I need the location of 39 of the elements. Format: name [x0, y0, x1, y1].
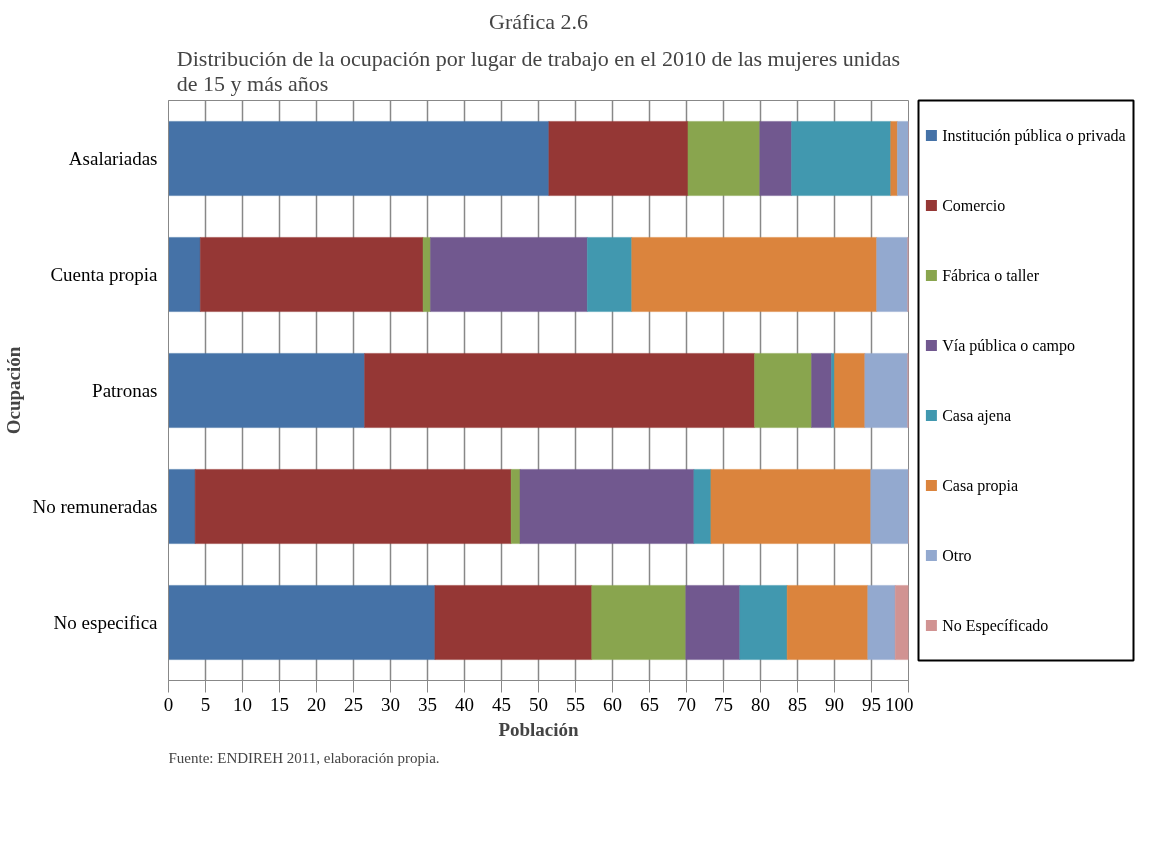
- legend-label: Comercio: [942, 197, 1006, 214]
- x-tick-label: 40: [455, 693, 474, 715]
- x-tick-label: 50: [529, 693, 548, 715]
- x-tick-label: 0: [163, 693, 174, 715]
- x-tick-label: 90: [825, 693, 844, 715]
- legend-label: Otro: [942, 547, 972, 564]
- y-tick-label: No especifica: [53, 612, 159, 633]
- y-tick-label: Patronas: [92, 380, 158, 401]
- x-tick-label: 100: [885, 693, 914, 715]
- chart-subtitle: Distribución de la ocupación por lugar de trabajo en el 2010 de las mujeres unidas de 15 y más años: [176, 45, 901, 96]
- y-tick-label: No remuneradas: [32, 496, 158, 517]
- x-tick-label: 80: [751, 693, 770, 715]
- x-tick-label: 65: [640, 693, 659, 715]
- x-tick-label: 5: [200, 693, 211, 715]
- y-axis-title: Ocupación: [3, 346, 25, 435]
- x-tick-label: 70: [677, 693, 696, 715]
- legend-label: Casa ajena: [942, 407, 1012, 425]
- x-tick-label: 55: [566, 693, 585, 715]
- x-tick-label: 35: [418, 693, 437, 715]
- x-tick-label: 20: [307, 693, 326, 715]
- y-tick-label: Asalariadas: [68, 148, 158, 169]
- source-note: Fuente: ENDIREH 2011, elaboración propia.: [168, 749, 440, 766]
- y-tick-label: Cuenta propia: [50, 264, 159, 285]
- x-tick-label: 15: [270, 693, 289, 715]
- x-tick-label: 45: [492, 693, 511, 715]
- x-axis-title: Población: [498, 718, 580, 740]
- x-tick-label: 85: [788, 693, 807, 715]
- x-tick-label: 60: [603, 693, 622, 715]
- legend-label: No Específicado: [942, 617, 1049, 635]
- x-tick-label: 25: [344, 693, 363, 715]
- legend-label: Fábrica o taller: [942, 267, 1040, 284]
- legend-label: Casa propia: [942, 477, 1019, 495]
- legend-label: Institución pública o privada: [942, 127, 1126, 145]
- x-tick-label: 10: [233, 693, 252, 715]
- chart-title: Gráfica 2.6: [489, 8, 588, 34]
- legend-label: Vía pública o campo: [942, 337, 1075, 355]
- x-tick-label: 75: [714, 693, 733, 715]
- x-tick-label: 95: [862, 693, 881, 715]
- x-tick-label: 30: [381, 693, 400, 715]
